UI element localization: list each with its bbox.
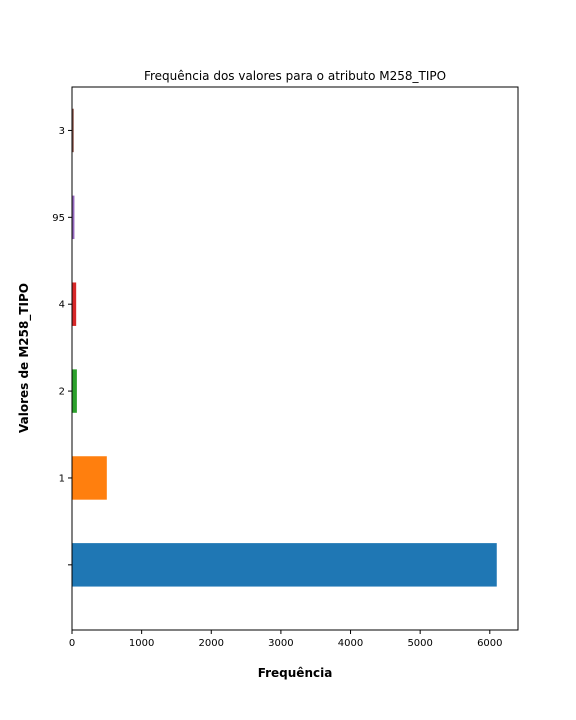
bar-3 — [72, 282, 77, 326]
x-tick-label: 1000 — [129, 638, 154, 649]
x-ticks: 0 1000 2000 3000 4000 5000 6000 — [69, 630, 503, 649]
bar-0 — [72, 543, 497, 587]
chart-title: Frequência dos valores para o atributo M… — [144, 69, 446, 83]
x-tick-label: 2000 — [199, 638, 224, 649]
y-tick-label: 2 — [59, 387, 65, 398]
x-tick-label: 6000 — [477, 638, 502, 649]
y-tick-label: 95 — [52, 213, 65, 224]
bar-4 — [72, 195, 75, 240]
y-axis-label: Valores de M258_TIPO — [17, 283, 32, 433]
x-tick-label: 4000 — [338, 638, 363, 649]
bar-2 — [72, 369, 77, 413]
y-ticks: 1 2 4 95 3 — [52, 126, 72, 566]
bars — [72, 108, 497, 587]
x-tick-label: 5000 — [407, 638, 432, 649]
plot-frame — [71, 86, 519, 631]
y-tick-label: 4 — [59, 300, 65, 311]
bar-5 — [72, 108, 74, 153]
x-tick-label: 3000 — [268, 638, 293, 649]
x-axis-label: Frequência — [258, 666, 333, 680]
y-tick-label: 1 — [59, 473, 65, 484]
bar-1 — [72, 456, 107, 500]
x-tick-label: 0 — [69, 638, 75, 649]
y-tick-label: 3 — [59, 126, 65, 137]
